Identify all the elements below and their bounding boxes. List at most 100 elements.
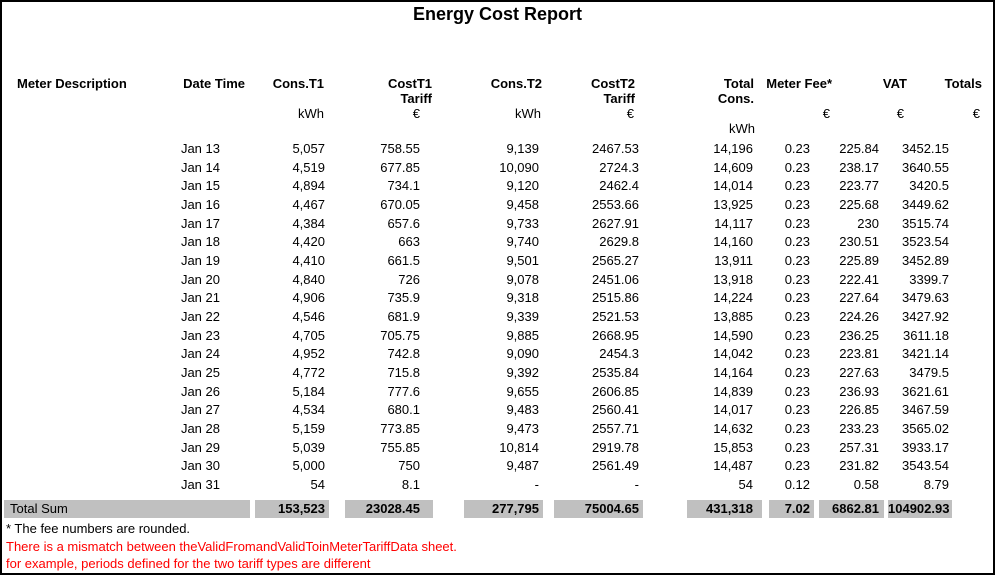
cell-cons-t1: 5,000 [292, 458, 325, 474]
cell-meter-description [4, 345, 177, 364]
cell-cons-t2: 9,501 [506, 252, 539, 268]
cell-total-cons: 14,632 [713, 420, 753, 436]
cell-totals: 3420.5 [909, 178, 949, 194]
cell-totals: 3565.02 [902, 420, 949, 436]
cell-cons-t2: 9,740 [506, 234, 539, 250]
cell-cost-t2: 2521.53 [592, 308, 639, 324]
table-row: Jan 20 4,840 726 9,078 2451.06 13,918 0.23 222.… [4, 271, 952, 290]
unit-vat: € [896, 106, 904, 121]
cell-vat: 257.31 [839, 439, 879, 455]
cell-meter-fee: 0.23 [784, 215, 810, 231]
cell-vat: 227.63 [839, 364, 879, 380]
cell-meter-fee: 0.23 [784, 402, 810, 418]
cell-meter-fee: 0.23 [784, 252, 810, 268]
cell-cons-t1: 5,184 [292, 383, 325, 399]
unit-cost-t2: € [626, 106, 634, 121]
cell-vat: 233.23 [839, 420, 879, 436]
header-spacer [543, 121, 643, 140]
cell-meter-description [4, 383, 177, 402]
cell-totals: 3621.61 [902, 383, 949, 399]
table-row: Jan 14 4,519 677.85 10,090 2724.3 14,609 0.23 2… [4, 159, 952, 178]
cell-totals: 3611.18 [902, 327, 949, 343]
cell-meter-description [4, 140, 177, 159]
table-header: Meter Description Date Time Cons.T1 Cost… [4, 76, 982, 140]
warning-tariff-mismatch-line-2: for example, periods defined for the two… [6, 556, 371, 572]
col-header-meter-description: Meter Description [17, 76, 127, 91]
cell-vat: 225.89 [839, 252, 879, 268]
cell-cons-t2: 10,814 [499, 439, 539, 455]
header-spacer [643, 106, 762, 121]
cell-vat: 225.84 [839, 141, 879, 156]
cell-meter-fee: 0.23 [784, 383, 810, 399]
col-header-date-time: Date Time [183, 76, 245, 91]
cell-cost-t2: 2724.3 [599, 159, 639, 175]
header-spacer [177, 106, 250, 121]
cell-date-time: Jan 28 [180, 420, 220, 436]
cell-cons-t1: 4,467 [292, 196, 325, 212]
cell-cost-t2: 2454.3 [599, 346, 639, 362]
footnotes: * The fee numbers are rounded. There is … [6, 520, 993, 573]
header-spacer [329, 121, 433, 140]
col-subheader-total-cons: Cons. [717, 91, 754, 106]
cell-vat: 226.85 [839, 402, 879, 418]
cell-total-cons: 13,918 [713, 271, 753, 287]
cell-cost-t1: 735.9 [387, 290, 420, 306]
warning-tariff-mismatch-line-1: There is a mismatch between theValidFrom… [6, 538, 457, 554]
table-row: Jan 26 5,184 777.6 9,655 2606.85 14,839 0.23 23… [4, 383, 952, 402]
cell-total-cons: 14,224 [713, 290, 753, 306]
cell-date-time: Jan 26 [180, 383, 220, 399]
table-row: Jan 16 4,467 670.05 9,458 2553.66 13,925 0.23 2… [4, 196, 952, 215]
cell-cost-t2: - [634, 476, 639, 492]
cell-meter-description [4, 215, 177, 234]
cell-cost-t1: 777.6 [387, 383, 420, 399]
unit-totals: € [972, 106, 980, 121]
cell-cost-t2: 2606.85 [592, 383, 639, 399]
cell-cost-t1: 8.1 [401, 476, 420, 492]
header-spacer [4, 106, 177, 121]
cell-cons-t1: 5,057 [292, 141, 325, 156]
cell-totals: 3452.89 [902, 252, 949, 268]
cell-cons-t2: 9,078 [506, 271, 539, 287]
cell-cons-t2: 9,392 [506, 364, 539, 380]
total-cell-cost-t2: 75004.65 [543, 494, 643, 519]
cell-meter-fee: 0.23 [784, 439, 810, 455]
cell-cons-t2: 9,473 [506, 420, 539, 436]
cell-cons-t1: 54 [310, 476, 325, 492]
cell-totals: 3467.59 [902, 402, 949, 418]
total-cell-cons-t2: 277,795 [433, 494, 543, 519]
cell-vat: 231.82 [839, 458, 879, 474]
cell-total-cons: 14,164 [713, 364, 753, 380]
cell-meter-fee: 0.23 [784, 458, 810, 474]
cell-meter-description [4, 327, 177, 346]
table-row: Jan 15 4,894 734.1 9,120 2462.4 14,014 0.23 223… [4, 177, 952, 196]
cell-meter-fee: 0.12 [784, 476, 810, 492]
cell-date-time: Jan 25 [180, 364, 220, 380]
cell-total-cons: 14,590 [713, 327, 753, 343]
cell-meter-description [4, 196, 177, 215]
table-row: Jan 25 4,772 715.8 9,392 2535.84 14,164 0.23 22… [4, 364, 952, 383]
footnote-fee-rounded: * The fee numbers are rounded. [6, 521, 191, 537]
cell-cons-t2: 9,120 [506, 178, 539, 194]
unit-cons-t1: kWh [298, 106, 324, 121]
cell-cost-t2: 2919.78 [592, 439, 639, 455]
cell-vat: 0.58 [853, 476, 879, 492]
cell-cost-t2: 2535.84 [592, 364, 639, 380]
cell-meter-description [4, 420, 177, 439]
total-cell-cost-t1: 23028.45 [329, 494, 433, 519]
cell-meter-description [4, 177, 177, 196]
unit-cons-t2: kWh [515, 106, 541, 121]
cell-date-time: Jan 15 [180, 178, 220, 194]
header-row-labels: Meter Description Date Time Cons.T1 Cost… [4, 76, 982, 91]
cell-vat: 222.41 [839, 271, 879, 287]
cell-cons-t2: 9,339 [506, 308, 539, 324]
cell-vat: 224.26 [839, 308, 879, 324]
cell-meter-fee: 0.23 [784, 308, 810, 324]
cell-totals: 3479.5 [909, 364, 949, 380]
cell-cons-t2: - [534, 476, 539, 492]
cell-cost-t1: 661.5 [387, 252, 420, 268]
cell-cost-t1: 750 [398, 458, 420, 474]
cell-total-cons: 14,014 [713, 178, 753, 194]
cell-totals: 3479.63 [902, 290, 949, 306]
cell-total-cons: 14,017 [713, 402, 753, 418]
